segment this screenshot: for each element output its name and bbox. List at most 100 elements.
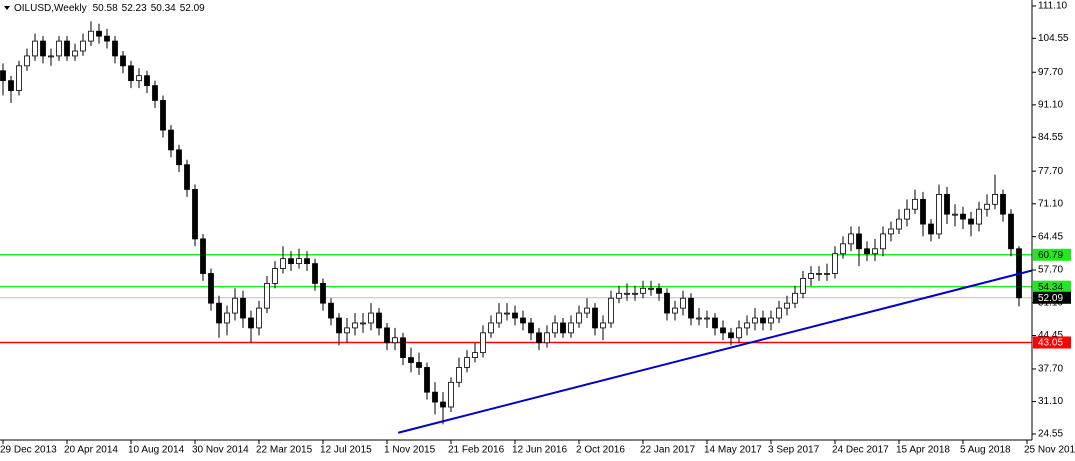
candle-body (464, 357, 470, 368)
candle-body (144, 75, 150, 86)
candle-body (448, 381, 454, 408)
x-tick-label: 10 Aug 2014 (128, 445, 185, 456)
candle-body (424, 367, 430, 393)
y-tick-label: 44.45 (1038, 330, 1063, 341)
menu-triangle[interactable] (4, 6, 10, 10)
candle-body (312, 263, 318, 284)
candle-body (296, 258, 302, 265)
candle-body (216, 302, 222, 324)
candle-body (576, 312, 582, 324)
candle-body (648, 287, 654, 290)
candle-body (664, 292, 670, 314)
candle-body (776, 307, 782, 319)
x-tick-label: 12 Jul 2015 (320, 445, 372, 456)
candle-body (328, 302, 334, 319)
candle-body (744, 322, 750, 329)
candle-body (688, 297, 694, 319)
level-label: 60.79 (1038, 250, 1063, 261)
y-tick-label: 104.55 (1038, 33, 1069, 44)
x-tick-label: 5 Aug 2018 (960, 445, 1011, 456)
candle-body (96, 30, 102, 37)
candle-body (80, 40, 86, 52)
candle-body (272, 268, 278, 284)
candle-body (520, 317, 526, 324)
candle-body (0, 70, 6, 82)
candle-body (872, 248, 878, 255)
level-label: 54.34 (1038, 282, 1063, 293)
x-tick-label: 15 Apr 2018 (896, 445, 950, 456)
x-tick-label: 2 Oct 2016 (576, 445, 625, 456)
candle-body (224, 312, 230, 324)
candle-body (368, 312, 374, 324)
candle-body (880, 233, 886, 250)
candle-body (480, 332, 486, 354)
ohlc-low: 50.34 (151, 3, 176, 14)
candle-body (808, 273, 814, 279)
candle-body (408, 357, 414, 363)
candle-body (152, 85, 158, 101)
candle-body (352, 322, 358, 329)
candle-body (928, 223, 934, 235)
candle-body (136, 75, 142, 82)
candle-body (888, 228, 894, 235)
candle-body (232, 297, 238, 314)
candle-body (288, 258, 294, 265)
candle-body (592, 307, 598, 329)
y-tick-label: 84.55 (1038, 132, 1063, 143)
candle-body (984, 203, 990, 210)
y-tick-label: 97.70 (1038, 67, 1063, 78)
candle-body (656, 287, 662, 294)
candle-body (640, 287, 646, 294)
candle-body (488, 322, 494, 334)
candle-body (936, 193, 942, 235)
candle-body (824, 273, 830, 275)
candle-body (440, 401, 446, 408)
candle-body (120, 55, 126, 67)
candle-body (848, 233, 854, 245)
candle-body (184, 164, 190, 190)
candle-body (72, 50, 78, 57)
candle-body (400, 337, 406, 358)
candle-body (360, 322, 366, 325)
candle-body (792, 292, 798, 304)
candle-body (160, 100, 166, 131)
candle-body (128, 65, 134, 82)
candle-body (416, 362, 422, 368)
candle-body (704, 317, 710, 320)
ohlc-open: 50.58 (93, 3, 118, 14)
level-tag (1033, 248, 1071, 261)
level-label: 43.05 (1038, 338, 1063, 349)
x-tick-label: 22 Mar 2015 (256, 445, 313, 456)
candle-body (600, 322, 606, 329)
candle-body (912, 198, 918, 210)
x-tick-label: 22 Jan 2017 (640, 445, 695, 456)
candle-body (536, 332, 542, 344)
candle-body (192, 189, 198, 240)
candle-body (48, 55, 54, 58)
candle-body (344, 327, 350, 334)
x-tick-label: 29 Dec 2013 (0, 445, 57, 456)
x-tick-label: 1 Nov 2015 (384, 445, 436, 456)
candle-body (560, 322, 566, 334)
y-tick-label: 37.70 (1038, 364, 1063, 375)
x-tick-label: 21 Feb 2016 (448, 445, 505, 456)
candle-body (896, 218, 902, 230)
candle-body (104, 35, 110, 42)
last-price-tag (1033, 291, 1071, 304)
y-tick-label: 24.55 (1038, 429, 1063, 440)
candle-body (736, 327, 742, 339)
x-tick-label: 30 Nov 2014 (192, 445, 249, 456)
candle-body (728, 332, 734, 339)
y-tick-label: 111.10 (1038, 1, 1068, 12)
y-tick-label: 57.70 (1038, 265, 1063, 276)
x-tick-label: 25 Nov 2018 (1024, 445, 1075, 456)
candle-body (632, 292, 638, 295)
candle-body (512, 312, 518, 319)
candle-body (568, 322, 574, 334)
plot-area (0, 21, 1033, 434)
x-tick-label: 20 Apr 2014 (64, 445, 118, 456)
candle-body (56, 40, 62, 57)
candle-body (904, 208, 910, 220)
candle-body (112, 40, 118, 57)
